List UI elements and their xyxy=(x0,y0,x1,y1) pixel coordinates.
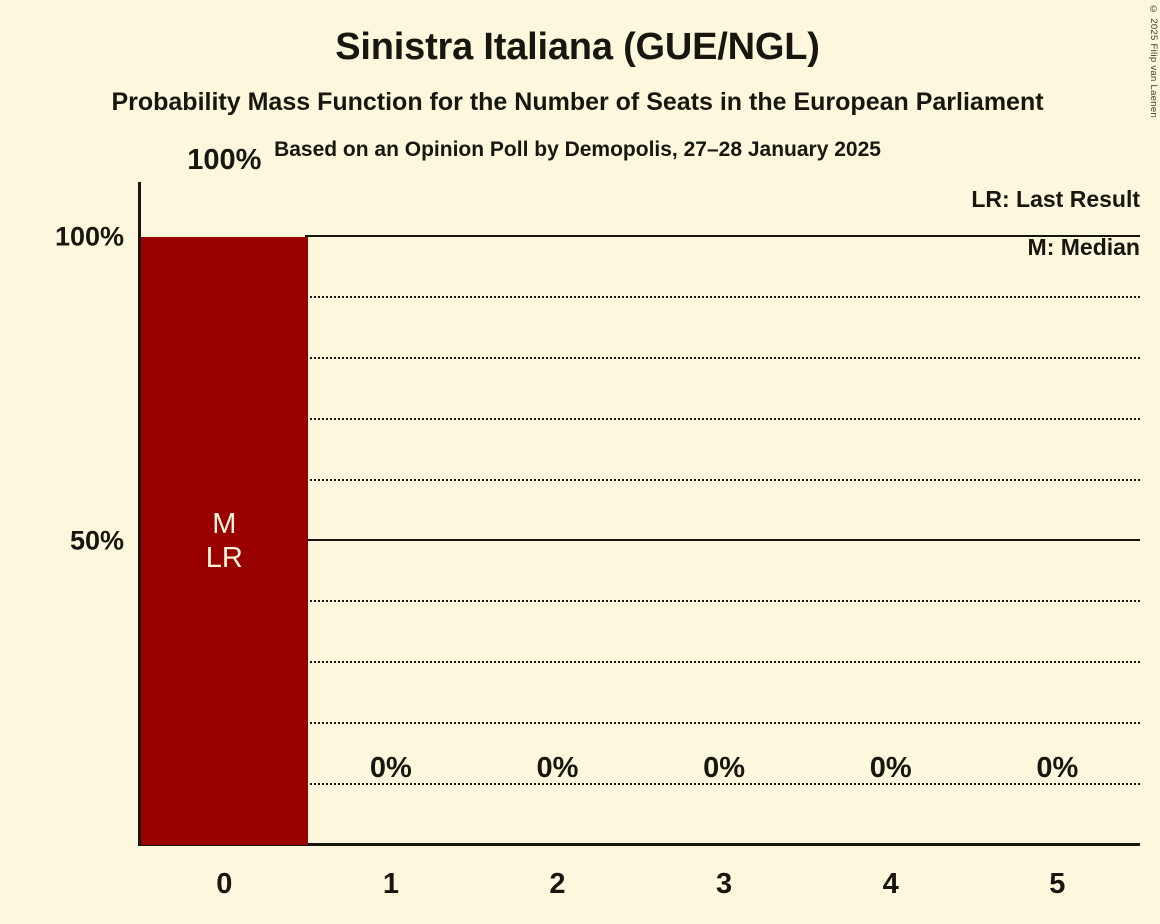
gridline-80 xyxy=(305,356,1140,359)
x-axis-label-5: 5 xyxy=(1049,868,1066,900)
bar-band-2[interactable]: 0% xyxy=(474,182,641,845)
x-axis-label-0: 0 xyxy=(216,868,233,900)
bar-band-4[interactable]: 0% xyxy=(807,182,974,845)
gridline-30 xyxy=(305,660,1140,663)
copyright-notice: © 2025 Filip van Laenen xyxy=(1148,4,1159,119)
gridline-90 xyxy=(305,296,1140,299)
bar-0[interactable] xyxy=(141,237,308,845)
legend-median: M: Median xyxy=(1027,234,1140,260)
bar-value-label-1: 0% xyxy=(369,752,412,784)
y-axis-label-100: 100% xyxy=(54,221,124,251)
gridline-50 xyxy=(305,539,1140,542)
gridline-100 xyxy=(305,235,1140,238)
bar-band-0[interactable]: 100% M LR xyxy=(141,144,308,845)
bar-band-3[interactable]: 0% xyxy=(641,182,808,845)
y-axis-line xyxy=(138,182,141,846)
x-axis-label-1: 1 xyxy=(382,868,399,900)
bar-value-label-2: 0% xyxy=(536,752,579,784)
bar-value-label-4: 0% xyxy=(869,752,912,784)
bar-band-1[interactable]: 0% xyxy=(308,182,475,845)
gridline-40 xyxy=(305,600,1140,603)
bar-value-label-3: 0% xyxy=(703,752,746,784)
chart-title: Sinistra Italiana (GUE/NGL) xyxy=(335,26,820,68)
x-axis-label-3: 3 xyxy=(716,868,733,900)
chart-source-note: Based on an Opinion Poll by Demopolis, 2… xyxy=(274,138,881,161)
x-axis-line xyxy=(138,843,1140,846)
bar-markers-0: M LR xyxy=(141,507,308,575)
chart-subtitle: Probability Mass Function for the Number… xyxy=(111,88,1044,116)
bar-band-5[interactable]: 0% xyxy=(974,182,1141,845)
y-axis-label-50: 50% xyxy=(69,525,124,555)
bar-value-label-0: 100% xyxy=(187,144,262,176)
gridline-70 xyxy=(305,417,1140,420)
legend-last-result: LR: Last Result xyxy=(971,186,1140,212)
gridline-10 xyxy=(305,782,1140,785)
x-axis-label-4: 4 xyxy=(882,868,899,900)
gridline-60 xyxy=(305,478,1140,481)
bar-value-label-5: 0% xyxy=(1036,752,1079,784)
bar-marker-m: M xyxy=(212,507,237,540)
x-axis-label-2: 2 xyxy=(549,868,566,900)
gridline-20 xyxy=(305,721,1140,724)
bar-marker-lr: LR xyxy=(205,541,243,574)
